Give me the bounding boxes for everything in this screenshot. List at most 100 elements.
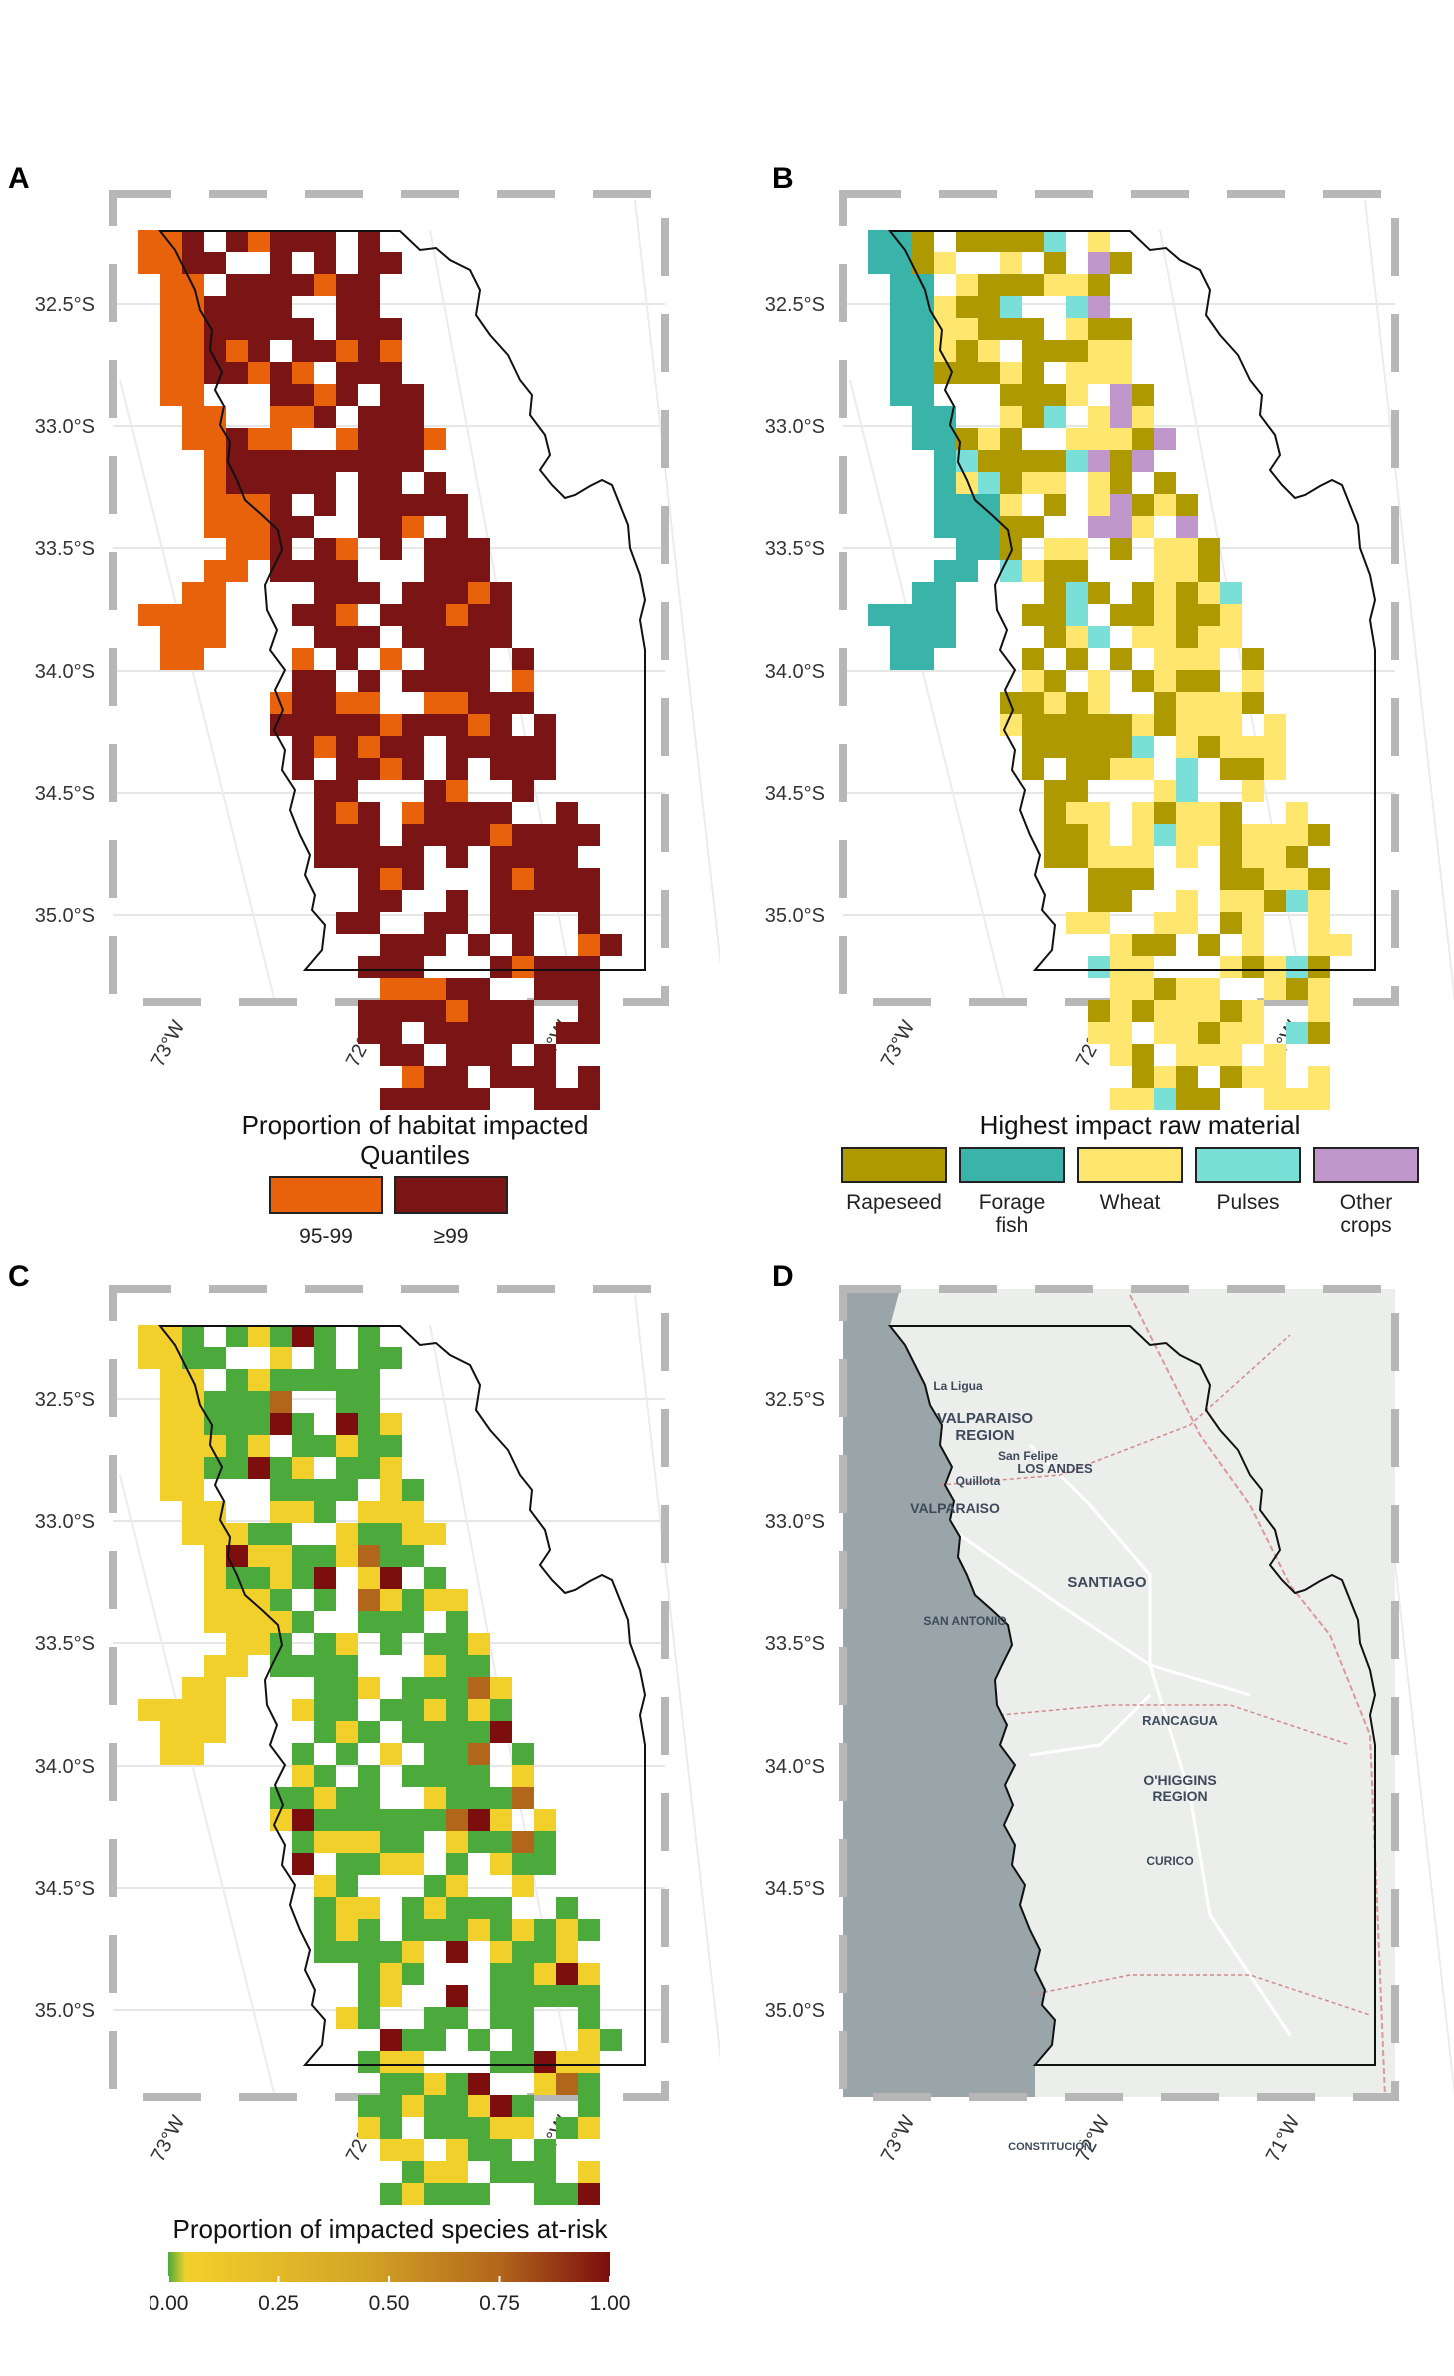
b-material-cell [1066,758,1088,780]
b-material-cell [1110,1000,1132,1022]
a-impact-cell [424,626,446,648]
legend-c: 0.00 0.25 0.50 0.75 1.00 [150,2252,630,2315]
c-risk-cell [490,2051,512,2073]
c-risk-cell [512,1875,534,1897]
b-material-cell [1132,978,1154,1000]
b-material-cell [1088,340,1110,362]
b-material-cell [1176,538,1198,560]
c-risk-cell [358,1853,380,1875]
b-material-cell [1176,494,1198,516]
c-risk-cell [336,1435,358,1457]
c-risk-cell [314,1809,336,1831]
c-risk-cell [358,1677,380,1699]
c-risk-cell [358,1391,380,1413]
b-material-cell [1220,1066,1242,1088]
c-risk-cell [578,2051,600,2073]
a-impact-cell [512,934,534,956]
b-material-cell [1088,758,1110,780]
b-material-cell [1000,274,1022,296]
d-region-boundaries [939,1334,1371,2016]
b-material-cell [1110,736,1132,758]
c-risk-cell [556,1897,578,1919]
b-material-cell [1286,890,1308,912]
a-impact-cell [380,956,402,978]
c-risk-cell [534,1941,556,1963]
a-impact-cell [358,340,380,362]
a-gridlines [113,199,720,1003]
b-material-cell [1000,362,1022,384]
a-impact-cell [534,868,556,890]
b-material-cell [1088,846,1110,868]
c-risk-cell [182,1347,204,1369]
a-impact-cell [314,780,336,802]
a-impact-cell [380,736,402,758]
b-material-cell [1176,736,1198,758]
a-impact-cell [446,824,468,846]
a-impact-cell [248,538,270,560]
b-material-cell [1044,406,1066,428]
b-material-cell [1088,692,1110,714]
a-impact-cell [182,428,204,450]
b-material-cell [934,362,956,384]
c-risk-cell [358,1501,380,1523]
d-lon-label: 72°W [1072,2112,1115,2166]
a-impact-cell [160,274,182,296]
b-material-cell [956,296,978,318]
legend-a: 95-99 ≥99 [269,1176,508,1248]
c-risk-cell [314,1897,336,1919]
b-material-cell [934,516,956,538]
c-risk-cell [292,1765,314,1787]
c-risk-cell [358,1413,380,1435]
d-lon-label: 71°W [1262,2112,1305,2166]
b-material-cell [1022,692,1044,714]
b-material-cell [1044,450,1066,472]
b-material-cell [1110,1088,1132,1110]
b-material-cell [1066,824,1088,846]
c-risk-cell [380,1963,402,1985]
c-risk-cell [336,1875,358,1897]
a-impact-cell [270,714,292,736]
b-material-cell [1220,1000,1242,1022]
c-risk-cell [336,1853,358,1875]
a-impact-cell [402,428,424,450]
c-risk-cell [512,2117,534,2139]
b-material-cell [1022,758,1044,780]
legend-c-tick-label: 0.75 [479,2292,520,2315]
c-risk-cell [336,2007,358,2029]
c-risk-cell [380,1435,402,1457]
b-material-cell [1176,758,1198,780]
b-material-cell [1088,802,1110,824]
b-material-cell [1220,626,1242,648]
legend-c-title: Proportion of impacted species at-risk [172,2214,608,2244]
c-risk-cell [402,2139,424,2161]
c-risk-cell [446,1985,468,2007]
c-risk-cell [490,2007,512,2029]
a-impact-cell [270,230,292,252]
b-material-cell [1066,318,1088,340]
c-lat-label: 35.0°S [35,2000,95,2022]
b-material-cell [1308,1066,1330,1088]
b-material-cell [890,340,912,362]
a-impact-cell [226,450,248,472]
a-impact-cell [314,626,336,648]
a-impact-cell [402,494,424,516]
b-material-cell [956,560,978,582]
c-risk-cell [314,1941,336,1963]
a-impact-cell [534,824,556,846]
b-material-cell [1044,626,1066,648]
d-lat-label: 34.0°S [765,1756,825,1778]
a-impact-cell [380,758,402,780]
b-material-cell [1132,824,1154,846]
a-impact-cell [358,318,380,340]
b-material-cell [1044,670,1066,692]
b-material-cell [1242,934,1264,956]
d-region-boundary [1029,1974,1371,2016]
b-material-cell [1022,604,1044,626]
a-impact-cell [248,274,270,296]
c-risk-cell [402,1479,424,1501]
b-material-cell [1066,912,1088,934]
a-impact-cell [424,692,446,714]
c-risk-cell [512,1853,534,1875]
b-material-cell [1242,1022,1264,1044]
c-risk-cell [270,1369,292,1391]
